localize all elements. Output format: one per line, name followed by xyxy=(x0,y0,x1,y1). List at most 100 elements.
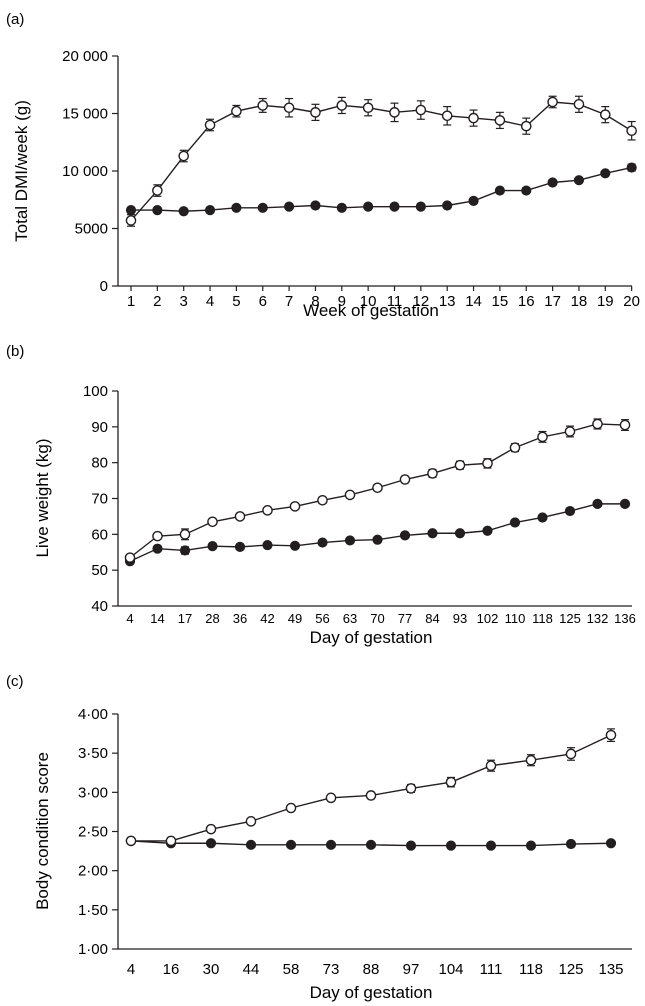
panel-a-open-series-point xyxy=(415,104,427,116)
panel-c-filled-series-point xyxy=(605,838,617,849)
panel-c-label: (c) xyxy=(6,673,24,690)
panel-b-x-tick-label: 28 xyxy=(205,611,219,626)
panel-a-x-tick-label: 1 xyxy=(127,293,135,310)
panel-b-open-series-point xyxy=(234,511,246,522)
panel-a-y-axis-title: Total DMI/week (g) xyxy=(12,100,31,242)
panel-c-filled-series-point xyxy=(565,838,577,850)
panel-a-label: (a) xyxy=(6,11,24,28)
panel-b-label: (b) xyxy=(6,343,24,360)
panel-c-open-series-point xyxy=(285,802,297,814)
panel-a-x-tick-label: 18 xyxy=(571,293,588,310)
panel-b-open-series-point xyxy=(537,431,548,443)
panel-b-y-tick-label: 40 xyxy=(91,598,108,615)
panel-b-x-tick-label: 102 xyxy=(477,611,499,626)
panel-c-x-tick-label: 135 xyxy=(598,961,623,978)
panel-a-x-tick-label: 5 xyxy=(232,293,240,310)
panel-c-filled-series-point xyxy=(445,840,457,851)
panel-c-filled-series-point xyxy=(365,839,377,850)
panel-b-filled-series-point xyxy=(399,530,411,541)
panel-a-x-tick-label: 17 xyxy=(544,293,561,310)
panel-a-open-series-point xyxy=(389,107,400,118)
panel-b-open-series-point xyxy=(344,489,356,501)
panel-b-y-tick-label: 50 xyxy=(91,562,108,579)
panel-a-filled-series-point xyxy=(442,200,453,211)
panel-b-open-series-point xyxy=(619,419,631,431)
panel-a-open-series-point xyxy=(547,96,558,108)
panel-b-open-series-point xyxy=(454,459,466,471)
panel-c-open-series-point xyxy=(525,754,537,766)
panel-a-x-tick-label: 7 xyxy=(285,293,293,310)
panel-b-x-tick-label: 36 xyxy=(233,611,247,626)
panel-c-x-tick-label: 104 xyxy=(438,961,463,978)
panel-c-x-tick-label: 16 xyxy=(163,961,180,978)
panel-a-x-tick-label: 20 xyxy=(623,293,640,310)
panel-a-open-series-point xyxy=(204,119,216,131)
panel-c-y-tick-label: 3·50 xyxy=(78,745,108,762)
panel-c-x-tick-label: 111 xyxy=(480,961,503,978)
panel-b-filled-series-point xyxy=(619,498,631,509)
panel-c: (c) Body condition score Day of gestatio… xyxy=(6,673,632,1002)
panel-b-x-tick-label: 132 xyxy=(587,611,609,626)
panel-c-x-tick-label: 30 xyxy=(203,961,220,978)
panel-b-filled-series-point xyxy=(482,525,493,536)
panel-a-open-series-point xyxy=(310,107,321,118)
panel-b-filled-series-point xyxy=(537,512,548,523)
panel-a-open-series-point xyxy=(441,110,453,122)
panel-b-y-tick-label: 100 xyxy=(83,383,108,400)
panel-a-x-tick-label: 16 xyxy=(518,293,535,310)
panel-a-filled-series-point xyxy=(389,201,400,212)
panel-c-open-series-point xyxy=(445,776,457,788)
panel-b-y-tick-label: 70 xyxy=(91,491,108,508)
panel-c-filled-series-point xyxy=(245,839,257,850)
panel-c-open-series-point xyxy=(125,835,137,847)
panel-c-x-tick-label: 118 xyxy=(519,961,543,978)
panel-c-open-series-point xyxy=(365,790,377,801)
panel-b-y-tick-label: 90 xyxy=(91,419,108,436)
panel-b-y-tick-label: 80 xyxy=(91,455,108,472)
panel-b-axes xyxy=(117,391,632,607)
panel-b-open-series-point xyxy=(152,530,163,542)
panel-a-y-tick-label: 5000 xyxy=(75,221,108,238)
panel-c-open-series-point xyxy=(565,748,577,760)
panel-a-open-series-point xyxy=(125,215,137,226)
panel-b-open-series-point xyxy=(399,474,411,485)
panel-b-y-tick-label: 60 xyxy=(91,526,108,543)
panel-c-y-tick-label: 1·50 xyxy=(78,902,108,919)
panel-c-open-series-point xyxy=(405,783,417,794)
panel-b-x-axis-title: Day of gestation xyxy=(310,628,433,647)
panel-c-filled-series-point xyxy=(405,840,417,851)
panel-a-filled-series-point xyxy=(363,201,374,212)
panel-b-x-tick-label: 4 xyxy=(126,611,133,626)
panel-b-x-tick-label: 136 xyxy=(614,611,636,626)
panel-b-x-tick-label: 118 xyxy=(532,611,553,626)
panel-a-filled-series-point xyxy=(336,202,347,213)
panel-a-x-tick-label: 15 xyxy=(492,293,509,310)
panel-b-filled-series-point xyxy=(152,543,163,554)
panel-a-open-series-point xyxy=(573,99,585,110)
panel-a-x-tick-label: 13 xyxy=(439,293,456,310)
panel-a-filled-series-point xyxy=(521,185,532,196)
panel-a-open-series-point xyxy=(468,112,479,124)
panel-c-y-tick-label: 3·00 xyxy=(78,784,108,801)
panel-c-x-tick-label: 58 xyxy=(283,961,300,978)
panel-c-y-tick-label: 2·50 xyxy=(78,824,108,841)
panel-c-open-series-line xyxy=(131,734,612,842)
panel-b-open-series-point xyxy=(317,494,328,506)
panel-a-filled-series-point xyxy=(257,202,268,213)
panel-a-open-series-point xyxy=(600,109,611,120)
panel-b-x-tick-label: 110 xyxy=(505,611,526,626)
panel-b-open-series-point xyxy=(124,552,136,563)
panel-b-filled-series-point xyxy=(207,541,218,552)
panel-a-x-tick-label: 2 xyxy=(153,293,161,310)
panel-a-filled-series-point xyxy=(573,175,585,186)
panel-b-filled-series-point xyxy=(454,528,466,539)
panel-c-axes xyxy=(117,714,632,950)
panel-b-open-series-point xyxy=(564,426,576,437)
panel-b-x-tick-label: 84 xyxy=(425,611,439,626)
panel-a-x-tick-label: 4 xyxy=(206,293,214,310)
panel-a-open-series-point xyxy=(626,125,637,137)
panel-c-open-series-point xyxy=(205,823,217,835)
panel-a-y-tick-label: 0 xyxy=(100,278,108,295)
panel-b-filled-series-point xyxy=(427,528,438,539)
